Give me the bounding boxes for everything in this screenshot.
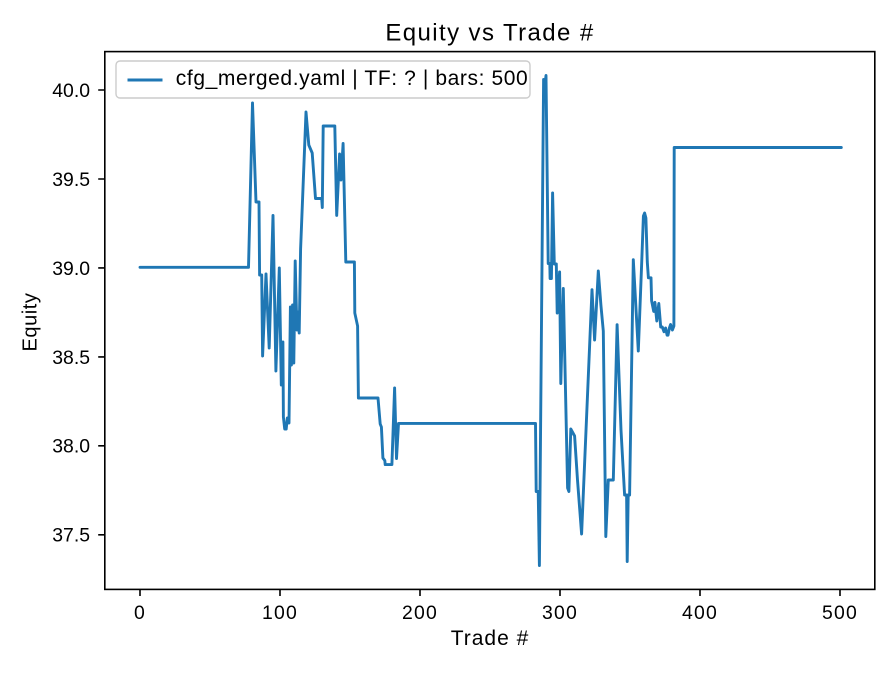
svg-text:cfg_merged.yaml | TF: ? | bars: cfg_merged.yaml | TF: ? | bars: 500 bbox=[176, 67, 529, 90]
svg-text:40.0: 40.0 bbox=[52, 80, 90, 102]
svg-text:39.5: 39.5 bbox=[52, 169, 90, 191]
svg-text:Trade #: Trade # bbox=[451, 627, 530, 650]
svg-text:Equity vs Trade #: Equity vs Trade # bbox=[385, 20, 594, 47]
svg-text:39.0: 39.0 bbox=[52, 258, 90, 280]
svg-text:100: 100 bbox=[262, 602, 298, 624]
svg-text:400: 400 bbox=[682, 602, 718, 624]
svg-text:0: 0 bbox=[134, 602, 146, 624]
svg-text:38.0: 38.0 bbox=[52, 436, 90, 458]
svg-text:38.5: 38.5 bbox=[52, 347, 90, 369]
svg-text:300: 300 bbox=[542, 602, 578, 624]
svg-text:37.5: 37.5 bbox=[52, 525, 90, 547]
svg-text:Equity: Equity bbox=[20, 293, 42, 352]
svg-text:200: 200 bbox=[402, 602, 438, 624]
svg-text:500: 500 bbox=[822, 602, 858, 624]
